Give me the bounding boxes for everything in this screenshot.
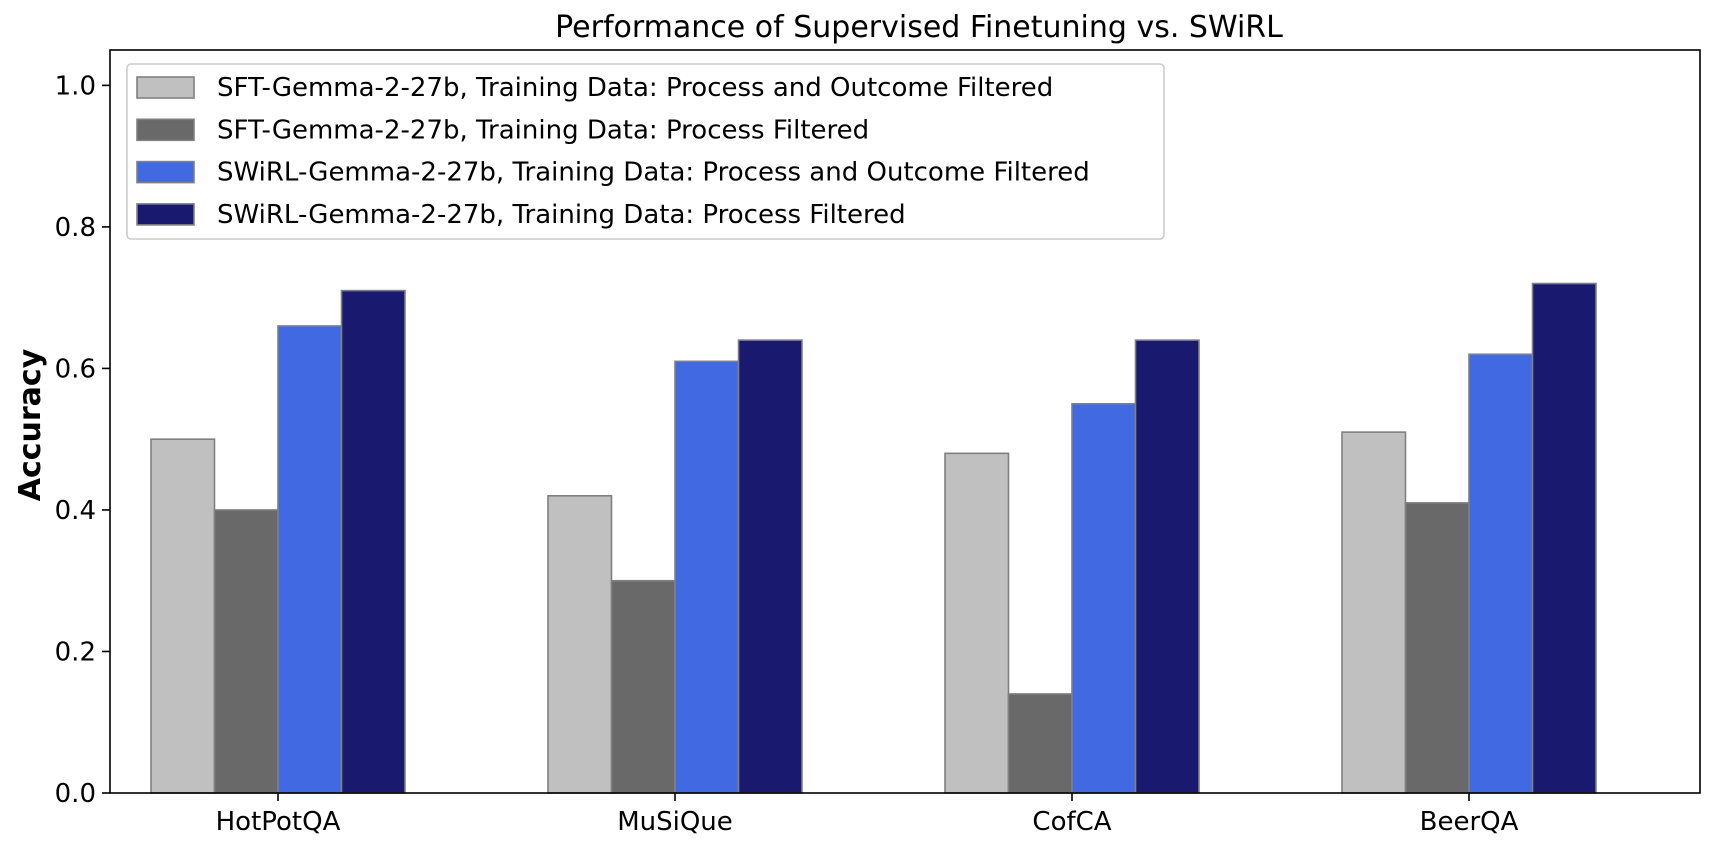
y-tick-label: 0.6	[55, 354, 96, 384]
plot-frame	[109, 49, 1701, 794]
bar-cofca-series-4	[1134, 339, 1200, 794]
bar-musique-series-4	[737, 339, 803, 794]
bar-hotpotqa-series-4	[340, 289, 406, 794]
y-axis-label: Accuracy	[13, 348, 48, 501]
bars-group	[150, 282, 1597, 794]
x-tick-label: MuSiQue	[617, 807, 733, 837]
y-tick-label: 0.4	[55, 496, 96, 526]
bar-musique-series-1	[547, 494, 613, 794]
legend-swatch-1	[136, 76, 195, 99]
legend-label-3: SWiRL-Gemma-2-27b, Training Data: Proces…	[217, 158, 1090, 188]
legend: SFT-Gemma-2-27b, Training Data: Process …	[126, 63, 1165, 240]
legend-box	[126, 63, 1165, 240]
bar-musique-series-2	[610, 579, 676, 794]
y-tick-label: 0.2	[55, 637, 96, 667]
chart-title: Performance of Supervised Finetuning vs.…	[555, 10, 1283, 45]
bar-beerqa-series-1	[1341, 431, 1407, 794]
legend-swatch-2	[136, 118, 195, 142]
bar-beerqa-series-4	[1531, 282, 1597, 794]
legend-label-4: SWiRL-Gemma-2-27b, Training Data: Proces…	[217, 200, 906, 230]
bar-cofca-series-1	[944, 452, 1010, 794]
bar-beerqa-series-2	[1404, 502, 1470, 794]
legend-swatch-3	[136, 160, 195, 184]
x-tick-label: HotPotQA	[216, 807, 341, 837]
y-tick-label: 1.0	[55, 71, 96, 101]
axes-group: 0.0 0.2 0.4 0.6 0.8 1.0 HotPotQA MuSiQue CofCA Be…	[55, 49, 1701, 837]
bar-beerqa-series-3	[1468, 353, 1534, 794]
legend-label-2: SFT-Gemma-2-27b, Training Data: Process …	[217, 115, 869, 145]
x-tick-label: CofCA	[1032, 807, 1111, 837]
bar-hotpotqa-series-1	[150, 438, 216, 794]
y-tick-label: 0.0	[55, 779, 96, 809]
legend-label-1: SFT-Gemma-2-27b, Training Data: Process …	[217, 73, 1053, 103]
bar-musique-series-3	[674, 360, 740, 794]
x-tick-label: BeerQA	[1420, 807, 1519, 837]
bar-hotpotqa-series-2	[213, 509, 279, 794]
y-tick-label: 0.8	[55, 213, 96, 243]
bar-cofca-series-2	[1007, 693, 1073, 794]
bar-cofca-series-3	[1071, 403, 1137, 794]
legend-swatch-4	[136, 203, 195, 226]
bar-hotpotqa-series-3	[277, 325, 343, 794]
